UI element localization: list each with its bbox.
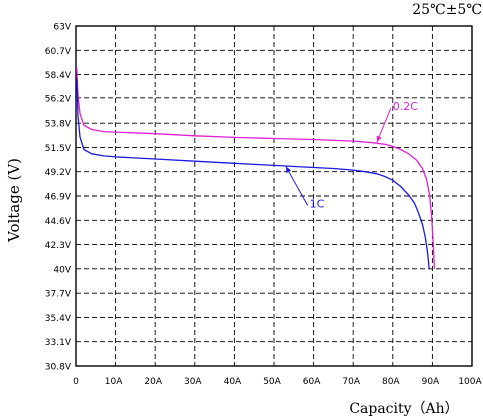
y-tick-label: 37.7V (45, 290, 72, 300)
annotation-arrowhead-1c (285, 166, 292, 173)
y-tick-label: 40V (53, 265, 71, 275)
y-tick-label: 42.3V (45, 241, 72, 251)
y-tick-label: 63V (53, 23, 71, 33)
y-axis-label: Voltage (V) (5, 158, 23, 243)
y-tick-label: 44.6V (45, 217, 72, 227)
x-tick-label: 100A (458, 377, 482, 387)
y-tick-label: 51.5V (45, 144, 72, 154)
plot-frame (75, 25, 473, 367)
x-tick-label: 30A (184, 377, 202, 387)
series-line-0-2c (76, 68, 436, 269)
series-label-1c: 1C (310, 197, 325, 210)
series-label-0-2c: 0.2C (393, 100, 418, 113)
y-tick-label: 53.8V (45, 120, 72, 130)
y-tick-label: 58.4V (45, 71, 72, 81)
y-axis-ticks: 63V 60.7V 58.4V 56.2V 53.8V 51.5V 49.2V 46.9V 44… (45, 23, 72, 373)
series-layer: 0.2C 1C (76, 68, 436, 269)
x-tick-label: 60A (303, 377, 321, 387)
annotation-leader-1c (285, 166, 309, 206)
temperature-note: 25℃±5℃ (412, 2, 482, 18)
series-line-1c (76, 78, 430, 269)
x-tick-label: 90A (422, 377, 440, 387)
x-axis-label: Capacity（Ah） (349, 401, 458, 417)
y-tick-label: 33.1V (45, 338, 72, 348)
y-tick-label: 46.9V (45, 193, 72, 203)
x-tick-label: 50A (263, 377, 281, 387)
x-tick-label: 80A (382, 377, 400, 387)
y-tick-label: 56.2V (45, 94, 72, 104)
x-tick-label: 0 (73, 377, 79, 387)
x-tick-label: 70A (342, 377, 360, 387)
x-tick-label: 20A (144, 377, 162, 387)
x-tick-label: 40A (224, 377, 242, 387)
grid (76, 26, 472, 366)
y-tick-label: 35.4V (45, 314, 72, 324)
y-tick-label: 30.8V (45, 363, 72, 373)
y-tick-label: 60.7V (45, 47, 72, 57)
x-tick-label: 10A (105, 377, 123, 387)
annotation-leader-0-2c (376, 108, 392, 143)
y-tick-label: 49.2V (45, 168, 72, 178)
x-axis-ticks: 0 10A 20A 30A 40A 50A 60A 70A 80A 90A 100A (73, 377, 482, 387)
annotation-arrowhead-0-2c (376, 135, 382, 143)
